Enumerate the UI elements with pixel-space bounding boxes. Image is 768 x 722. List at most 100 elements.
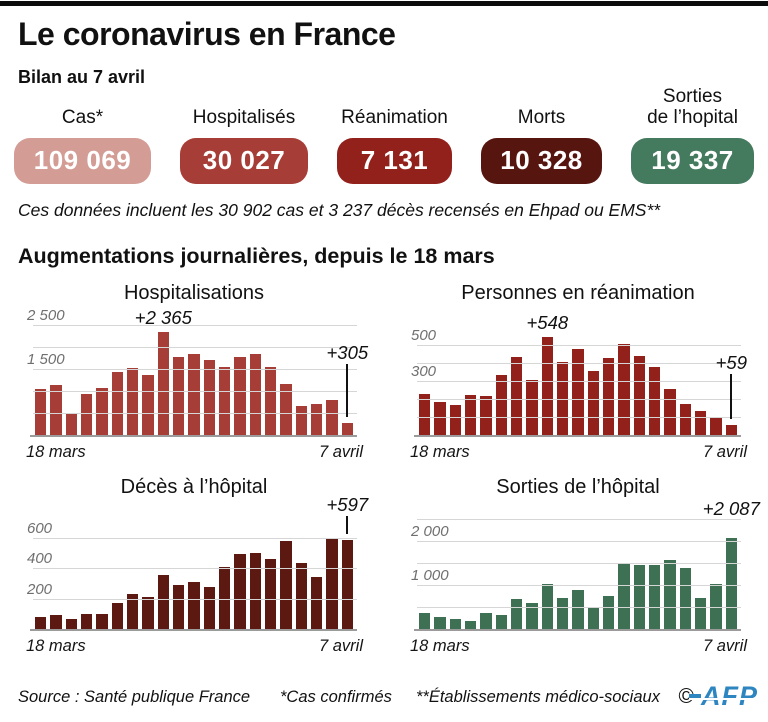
plot-area: 300 500 +548 +59 — [411, 312, 747, 437]
peak-annotation: +548 — [526, 312, 569, 334]
gridline — [33, 598, 357, 600]
bar — [694, 597, 707, 630]
ems-footnote: **Établissements médico-sociaux — [416, 688, 660, 706]
x-end-label: 7 avril — [702, 443, 747, 461]
bar — [572, 349, 584, 436]
bar — [648, 367, 661, 436]
bar — [280, 384, 292, 436]
chart-deces-hopital: Décès à l’hôpital 200 400 600 +597 18 mars … — [0, 476, 384, 668]
bar — [510, 598, 523, 630]
chart-hospitalisations: Hospitalisations 1 500 2 500 +2 365 +305 18… — [0, 282, 384, 474]
x-start-label: 18 mars — [410, 443, 470, 461]
chart-title: Personnes en réanimation — [461, 282, 695, 304]
gridline — [417, 416, 741, 418]
bar — [249, 552, 261, 630]
bar — [126, 593, 139, 630]
bar — [449, 618, 461, 630]
x-start-label: 18 mars — [26, 443, 86, 461]
bar — [633, 564, 645, 630]
x-end-label: 7 avril — [318, 443, 363, 461]
bar — [142, 596, 154, 630]
stat-value-badge: 10 328 — [481, 137, 602, 184]
stats-row: Cas* 109 069 Hospitalisés 30 027 Réanimation… — [14, 86, 754, 184]
x-axis-labels: 18 mars 7 avril — [410, 637, 747, 656]
bar — [434, 617, 446, 630]
bar — [264, 366, 277, 436]
bar — [188, 582, 200, 630]
report-date-subtitle: Bilan au 7 avril — [18, 67, 146, 87]
stat-card: Sorties de l’hopital 19 337 — [631, 86, 754, 184]
bar — [157, 574, 169, 630]
gridline — [417, 541, 741, 543]
bar — [172, 585, 185, 630]
bar — [618, 343, 630, 436]
gridline — [417, 563, 741, 565]
gridline — [417, 607, 741, 609]
bar — [310, 403, 323, 436]
copyright-symbol: © — [678, 684, 694, 708]
bar — [234, 356, 246, 436]
y-tick-label: 2 000 — [411, 523, 449, 541]
bar — [587, 370, 599, 436]
x-axis-labels: 18 mars 7 avril — [410, 443, 747, 462]
stat-label: Hospitalisés — [192, 107, 296, 129]
ehpad-note: Ces données incluent les 30 902 cas et 3… — [18, 200, 661, 220]
x-axis-labels: 18 mars 7 avril — [26, 637, 363, 656]
bar — [264, 558, 277, 630]
bar — [65, 414, 77, 436]
bar — [188, 354, 200, 436]
bar — [725, 538, 737, 630]
stat-card: Morts 10 328 — [481, 107, 602, 184]
peak-annotation: +2 365 — [134, 307, 192, 329]
x-axis-line — [30, 629, 357, 631]
stat-card: Cas* 109 069 — [14, 107, 151, 184]
bar — [587, 608, 599, 630]
plot-area: 1 000 2 000 +2 087 — [411, 498, 760, 631]
plot-area: 1 500 2 500 +2 365 +305 — [27, 307, 368, 437]
bar — [664, 389, 676, 436]
bar — [310, 577, 323, 630]
bar — [142, 375, 154, 436]
bar — [96, 614, 108, 630]
gridline — [33, 391, 357, 393]
y-tick-label: 400 — [27, 550, 53, 568]
y-tick-label: 200 — [27, 580, 53, 598]
stat-value-badge: 7 131 — [337, 137, 452, 184]
confirmed-cases-footnote: *Cas confirmés — [280, 688, 392, 706]
bar — [556, 597, 569, 630]
source-text: Source : Santé publique France — [18, 688, 251, 706]
bar — [419, 613, 431, 630]
bar — [295, 563, 307, 630]
bar — [602, 358, 615, 436]
bar — [203, 586, 215, 630]
bar — [526, 603, 538, 630]
bar — [295, 406, 307, 436]
stat-label: Sorties de l’hopital — [647, 86, 738, 129]
chart-title: Sorties de l’hôpital — [496, 476, 660, 498]
y-tick-label: 600 — [27, 520, 53, 538]
page-title: Le coronavirus en France — [18, 16, 396, 52]
chart-title: Hospitalisations — [123, 282, 265, 304]
chart-title: Décès à l’hôpital — [120, 476, 268, 498]
bar — [341, 422, 353, 436]
bar — [434, 401, 446, 436]
gridline — [33, 413, 357, 415]
stat-card: Réanimation 7 131 — [337, 107, 452, 184]
afp-logo-text: AFP — [689, 681, 758, 711]
stat-label: Réanimation — [341, 107, 448, 129]
stat-label: Morts — [517, 107, 566, 129]
bar — [495, 375, 507, 436]
bar — [65, 619, 77, 630]
bar — [679, 567, 691, 630]
annotation-tick-line — [346, 516, 349, 534]
bar — [326, 399, 338, 436]
bar — [35, 389, 47, 436]
chart-sorties-hopital: Sorties de l’hôpital 1 000 2 000 +2 087 18… — [384, 476, 768, 668]
gridline — [417, 344, 741, 346]
y-tick-label: 500 — [411, 326, 437, 344]
bar — [218, 367, 231, 436]
latest-value-annotation: +305 — [326, 342, 369, 363]
gridline — [33, 325, 357, 327]
bar — [126, 367, 139, 436]
